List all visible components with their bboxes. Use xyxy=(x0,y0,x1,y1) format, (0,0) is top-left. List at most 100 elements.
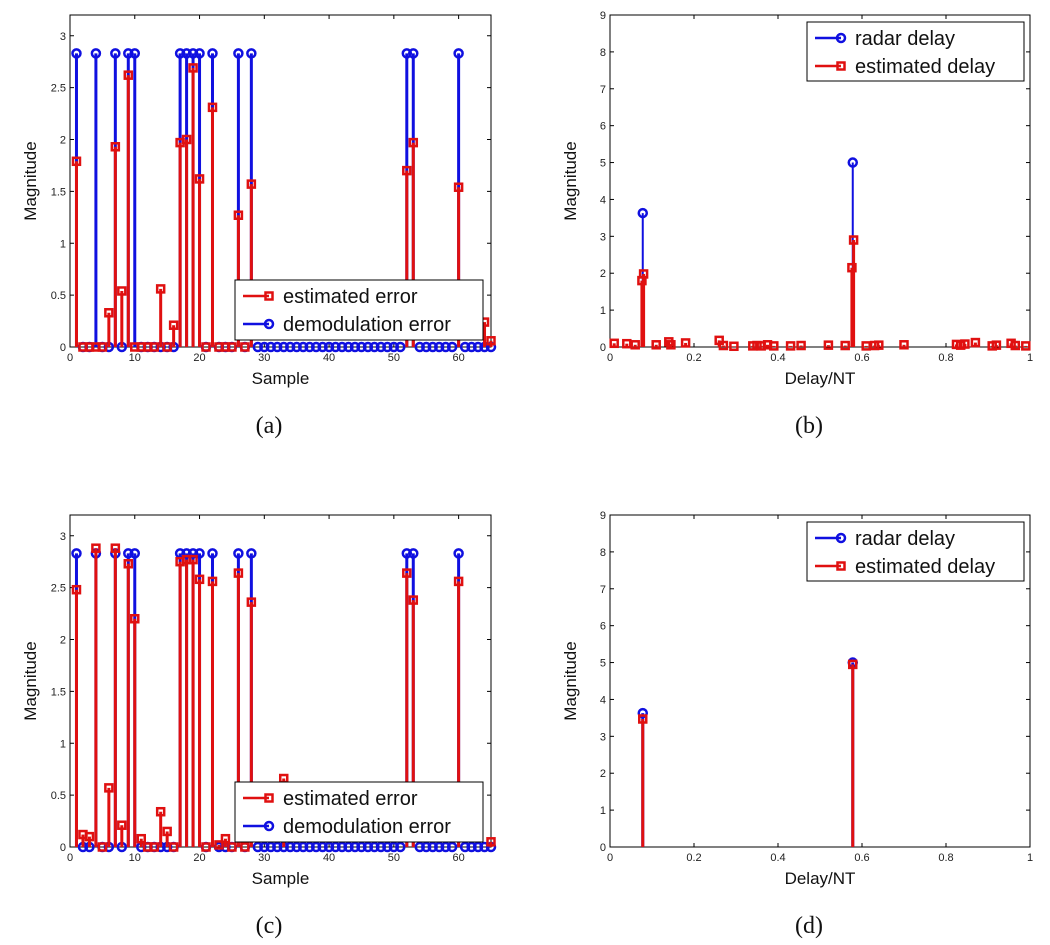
y-tick-label: 3 xyxy=(600,731,606,743)
stem-marker-circle xyxy=(259,341,270,353)
stem-marker-square xyxy=(162,342,172,352)
x-tick-label: 0 xyxy=(607,852,613,864)
y-tick-label: 1.5 xyxy=(51,186,66,198)
stem-marker-square xyxy=(168,320,179,330)
x-tick-label: 60 xyxy=(452,352,464,364)
stem-marker-square xyxy=(155,806,166,817)
stem-marker-circle xyxy=(252,841,264,853)
stem-marker-circle xyxy=(278,341,289,353)
stem-marker-circle xyxy=(343,341,354,353)
stem-marker-square xyxy=(1021,341,1031,351)
stem-marker-square xyxy=(899,340,909,350)
stem-marker-square xyxy=(769,341,779,351)
y-tick-label: 2.5 xyxy=(51,83,66,95)
stem-marker-circle xyxy=(310,841,322,853)
legend-square-icon xyxy=(836,61,846,71)
y-tick-label: 1 xyxy=(60,738,66,750)
stem-marker-square xyxy=(130,614,140,624)
y-tick-label: 1 xyxy=(60,238,66,250)
stem-marker-square xyxy=(188,63,198,73)
stem-marker-square xyxy=(970,337,981,348)
stem-marker-circle xyxy=(284,841,296,853)
stem-marker-square xyxy=(453,182,464,192)
x-tick-label: 0 xyxy=(67,852,73,864)
stem-marker-square xyxy=(117,286,127,296)
stem-marker-square xyxy=(207,576,218,587)
stem-marker-circle xyxy=(349,841,361,853)
y-axis-label: Magnitude xyxy=(561,641,580,720)
stem-marker-square xyxy=(227,842,237,852)
y-tick-label: 5 xyxy=(600,158,606,170)
y-axis-label: Magnitude xyxy=(21,141,40,220)
stem-marker-circle xyxy=(459,341,471,353)
stem-marker-circle xyxy=(71,548,82,559)
stem-marker-circle xyxy=(362,341,374,353)
stem-marker-circle xyxy=(304,341,315,353)
y-tick-label: 3 xyxy=(60,31,66,43)
stem-marker-square xyxy=(136,833,146,844)
x-tick-label: 30 xyxy=(258,352,270,364)
y-tick-label: 2 xyxy=(600,768,606,780)
y-tick-label: 3 xyxy=(600,231,606,243)
y-tick-label: 0.5 xyxy=(51,290,66,302)
x-tick-label: 0.2 xyxy=(686,352,701,364)
stem-marker-circle xyxy=(272,341,283,353)
y-tick-label: 5 xyxy=(600,658,606,670)
stem-marker-circle xyxy=(356,341,367,353)
stem-marker-circle xyxy=(382,841,393,853)
stem-marker-square xyxy=(651,340,661,350)
stem-marker-square xyxy=(207,102,218,113)
stem-marker-square xyxy=(240,342,250,352)
stem-marker-circle xyxy=(369,841,380,853)
stem-marker-square xyxy=(149,342,159,352)
stem-marker-square xyxy=(181,134,192,145)
stem-marker-square xyxy=(840,340,850,351)
y-tick-label: 4 xyxy=(600,194,606,206)
y-tick-label: 2.5 xyxy=(51,583,66,595)
stem-marker-circle xyxy=(453,548,464,559)
legend: radar delay estimated delay xyxy=(806,521,1025,582)
stem-marker-square xyxy=(796,340,806,351)
stem-marker-square xyxy=(233,568,244,578)
stem-marker-square xyxy=(91,543,101,553)
stem-marker-circle xyxy=(453,48,464,59)
x-tick-label: 30 xyxy=(258,852,270,864)
stem-marker-circle xyxy=(90,48,102,59)
legend-label: estimated delay xyxy=(855,56,995,78)
legend-box xyxy=(234,279,484,341)
stem-marker-circle xyxy=(395,341,406,353)
x-tick-label: 50 xyxy=(388,352,400,364)
stem-marker-circle xyxy=(291,841,302,853)
subplot-caption: (c) xyxy=(256,913,283,939)
x-tick-label: 0.2 xyxy=(686,852,701,864)
x-tick-label: 0 xyxy=(607,352,613,364)
x-tick-label: 50 xyxy=(388,852,400,864)
stem-marker-circle xyxy=(297,341,309,353)
stem-marker-square xyxy=(214,840,224,850)
stem-marker-square xyxy=(155,284,166,294)
stem-marker-square xyxy=(823,340,834,350)
legend: estimated error demodulation error xyxy=(234,279,484,341)
x-axis-label: Delay/NT xyxy=(785,369,856,388)
legend-circle-icon xyxy=(835,32,847,44)
stem-marker-circle xyxy=(401,548,413,559)
legend-label: demodulation error xyxy=(283,816,451,838)
y-tick-label: 0 xyxy=(600,342,606,354)
stem-marker-circle xyxy=(181,548,192,559)
stem-marker-square xyxy=(630,340,640,350)
stem-marker-square xyxy=(201,342,211,352)
stem-marker-circle xyxy=(408,48,419,59)
stem-marker-circle xyxy=(174,48,186,59)
y-tick-label: 9 xyxy=(600,10,606,22)
stem-marker-circle xyxy=(427,341,438,353)
stem-marker-square xyxy=(874,340,884,350)
stem-marker-square xyxy=(408,595,419,605)
stem-marker-circle xyxy=(369,341,380,353)
stem-marker-circle xyxy=(375,341,387,353)
stem-marker-square xyxy=(453,576,464,587)
stem-marker-circle xyxy=(297,841,309,853)
y-tick-label: 6 xyxy=(600,121,606,133)
stem-marker-circle xyxy=(129,548,141,559)
stem-marker-circle xyxy=(420,341,432,353)
x-axis-label: Delay/NT xyxy=(785,869,856,888)
